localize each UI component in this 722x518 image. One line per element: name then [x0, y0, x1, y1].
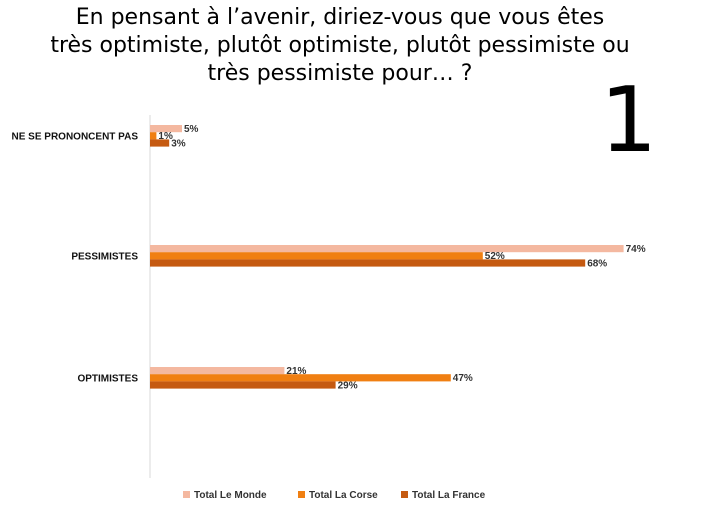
legend-swatch: [298, 491, 305, 498]
data-label: 52%: [485, 251, 505, 262]
data-label: 1%: [158, 131, 173, 142]
data-label: 47%: [453, 373, 473, 384]
bar: [150, 374, 451, 382]
bar: [150, 245, 624, 253]
data-label: 68%: [587, 258, 607, 269]
bar: [150, 139, 170, 147]
bar: [150, 132, 157, 140]
legend-label: Total La France: [412, 490, 486, 501]
data-label: 21%: [286, 366, 306, 377]
title-line-1: En pensant à l’avenir, diriez-vous que v…: [75, 5, 605, 30]
legend-swatch: [401, 491, 408, 498]
data-label: 29%: [338, 380, 358, 391]
legend-label: Total Le Monde: [194, 490, 267, 501]
title-line-3: très pessimiste pour… ?: [207, 61, 473, 86]
category-label: NE SE PRONONCENT PAS: [12, 131, 139, 142]
bar: [150, 125, 182, 133]
legend-swatch: [183, 491, 190, 498]
slide-number: 1: [600, 68, 658, 173]
bar: [150, 381, 336, 389]
bar: [150, 367, 285, 375]
data-label: 5%: [184, 124, 199, 135]
chart-title: En pensant à l’avenir, diriez-vous que v…: [20, 4, 660, 88]
bar: [150, 252, 483, 260]
category-label: OPTIMISTES: [77, 373, 138, 384]
title-line-2: très optimiste, plutôt optimiste, plutôt…: [50, 33, 630, 58]
data-label: 3%: [171, 138, 186, 149]
bar: [150, 259, 586, 267]
legend-label: Total La Corse: [309, 490, 378, 501]
category-label: PESSIMISTES: [71, 251, 138, 262]
data-label: 74%: [626, 244, 646, 255]
